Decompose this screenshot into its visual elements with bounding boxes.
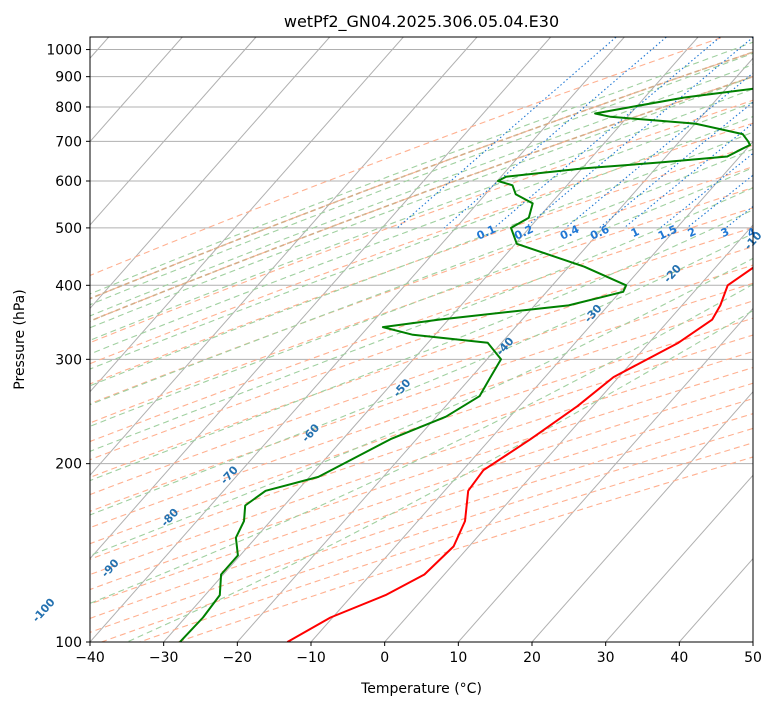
dry-adiabat [90,144,753,385]
dry-adiabat [90,367,753,591]
isotherm-line [163,37,699,642]
mixing-ratio-line [524,37,753,229]
dry-adiabat [90,37,725,277]
y-axis-title: Pressure (hPa) [12,289,28,389]
profiles [179,87,753,642]
dry-adiabat [90,122,753,365]
moist-adiabat [90,75,753,329]
moist-adiabat [90,283,753,604]
dry-adiabat [90,166,753,405]
plot-frame [89,36,754,643]
isotherm-line [90,37,625,642]
y-tick-label: 300 [55,352,82,368]
isotherm-line [90,37,183,143]
mixing-ratio-line [443,37,668,229]
x-tick-label: −40 [75,650,105,666]
dewpoint-profile-line [179,87,753,642]
y-tick-label: 500 [55,221,82,237]
dry-adiabat [90,186,753,424]
x-tick-label: 20 [523,650,541,666]
x-tick-label: 0 [380,650,389,666]
isotherm-line [90,37,478,476]
background-lines [90,37,753,642]
dry-adiabat [90,264,753,496]
y-tick-label: 900 [55,70,82,86]
x-tick-label: 30 [597,650,615,666]
x-tick-label: 40 [670,650,688,666]
isotherm-line [90,37,331,310]
y-tick-label: 600 [55,174,82,190]
x-tick-label: 10 [449,650,467,666]
isotherm-line [90,37,257,226]
isotherm-line [90,37,552,560]
isentrope-curve [90,51,753,300]
moist-adiabat [90,41,753,295]
moist-adiabat [90,187,753,452]
isotherm-line [605,474,753,642]
x-tick-label: −20 [223,650,253,666]
dry-adiabat [90,317,753,545]
moist-adiabat [90,257,753,557]
dry-adiabat [90,350,753,576]
y-tick-label: 200 [55,457,82,473]
moist-adiabat [90,166,753,427]
mixing-ratio-line [565,72,753,229]
x-axis-title: Temperature (°C) [360,681,482,697]
mixing-ratio-line [686,174,753,229]
mixing-ratio-line [598,101,753,229]
x-axis: −40 −30 −20 −10 0 10 20 30 40 50 [75,642,762,666]
dry-adiabat [90,226,753,461]
isotherm-line [90,37,404,393]
y-tick-label: 800 [55,100,82,116]
isotherm-line [457,307,753,642]
y-tick-label: 100 [55,635,82,651]
mixing-ratio-line [396,37,618,229]
mixing-ratio-line [493,37,722,229]
moist-adiabat [90,52,753,306]
chart-title: wetPf2_GN04.2025.306.05.04.E30 [284,12,559,32]
dry-adiabat [90,282,753,512]
y-tick-label: 1000 [46,43,82,59]
dry-adiabat [90,398,753,619]
moist-adiabat [90,131,753,387]
y-tick-label: 400 [55,278,82,294]
temperature-profile-line [286,266,753,642]
isotherm-line [236,57,753,642]
y-axis: 100 200 300 400 500 600 700 800 900 1000 [46,43,90,651]
y-tick-label: 700 [55,134,82,150]
isotherm-line [531,391,753,642]
x-tick-label: −30 [149,650,179,666]
x-tick-label: −10 [296,650,326,666]
x-tick-label: 50 [744,650,762,666]
dry-adiabat [90,76,753,322]
